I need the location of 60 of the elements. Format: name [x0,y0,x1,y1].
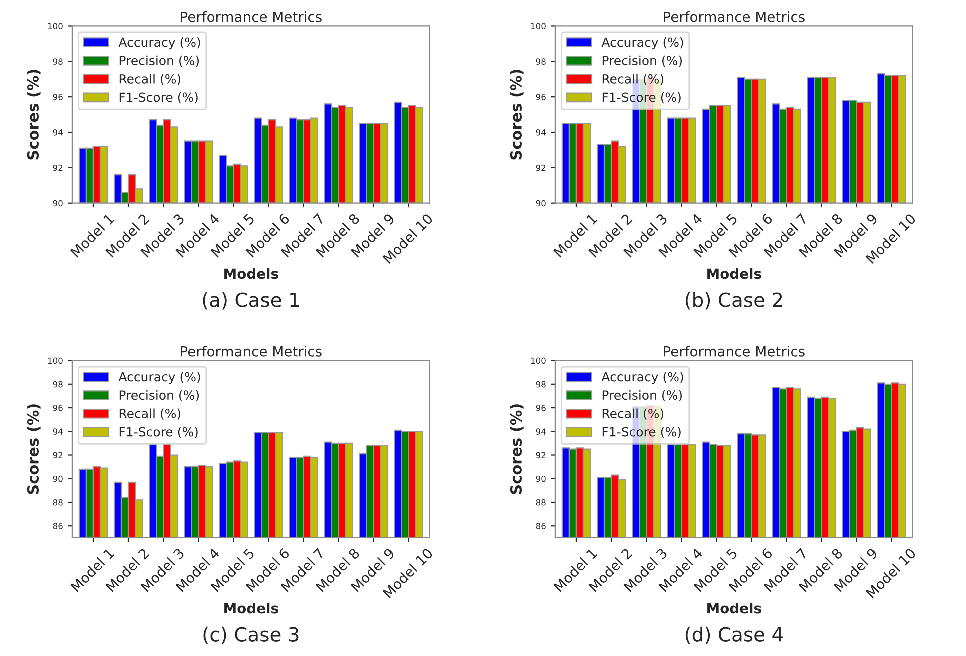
text: (a) Case 1 [203,292,300,310]
y-tick-label: 98 [53,58,63,65]
y-tick-label: 90 [536,200,546,207]
legend-label: F1-Score (%) [120,92,198,104]
legend-label: Precision (%) [120,390,199,402]
y-tick-label: 92 [536,164,546,172]
y-tick-label: 88 [53,499,63,506]
chart-title: Performance Metrics [181,346,322,357]
y-tick-label: 96 [53,94,63,100]
x-axis-title: Models [224,268,278,280]
text: (d) Case 4 [686,626,783,644]
legend-label: F1-Score (%) [120,427,198,438]
y-tick-label: 88 [536,499,546,506]
y-tick-label: 94 [536,428,546,435]
text: (c) Case 3 [204,626,299,644]
y-tick-label: 90 [536,476,546,482]
y-tick-label: 90 [53,476,63,482]
y-tick-label: 96 [536,405,546,412]
y-axis-title: Scores (%) [510,404,524,494]
y-tick-label: 94 [53,129,63,136]
y-tick-label: 86 [53,523,63,530]
legend-label: Accuracy (%) [602,372,684,384]
y-tick-label: 94 [536,129,546,136]
y-tick-label: 100 [48,23,63,30]
legend-label: Accuracy (%) [118,38,200,50]
legend-label: Precision (%) [602,390,682,402]
y-tick-label: 86 [536,523,546,530]
y-tick-label: 90 [53,200,63,207]
y-tick-label: 92 [53,164,63,172]
y-tick-label: 96 [536,94,546,100]
y-tick-label: 98 [536,381,546,388]
chart-title: Performance Metrics [181,12,322,22]
chart-title: Performance Metrics [664,346,805,357]
y-tick-label: 100 [48,358,63,364]
legend-label: Precision (%) [602,56,682,67]
y-tick-label: 94 [53,428,63,435]
x-axis-title: Models [224,602,278,614]
y-tick-label: 98 [53,381,63,388]
x-axis-title: Models [708,602,762,614]
legend-label: Recall (%) [120,74,181,86]
legend-label: Recall (%) [120,408,181,420]
legend-label: Accuracy (%) [602,38,684,50]
legend-label: Recall (%) [602,74,664,86]
y-tick-label: 98 [536,58,546,65]
legend-label: Accuracy (%) [118,372,200,384]
y-tick-label: 92 [53,452,63,459]
legend-label: F1-Score (%) [602,92,681,104]
legend-label: Recall (%) [602,408,664,420]
y-axis-title: Scores (%) [27,404,41,494]
legend-label: F1-Score (%) [602,427,681,438]
legend-label: Precision (%) [120,56,199,67]
y-tick-label: 92 [536,452,546,459]
x-axis-title: Models [708,268,762,280]
y-tick-label: 100 [531,23,546,30]
y-tick-label: 100 [531,358,546,364]
y-axis-title: Scores (%) [27,70,41,160]
chart-title: Performance Metrics [664,12,805,22]
y-axis-title: Scores (%) [510,70,524,160]
y-tick-label: 96 [53,405,63,412]
text: (b) Case 2 [686,292,782,310]
